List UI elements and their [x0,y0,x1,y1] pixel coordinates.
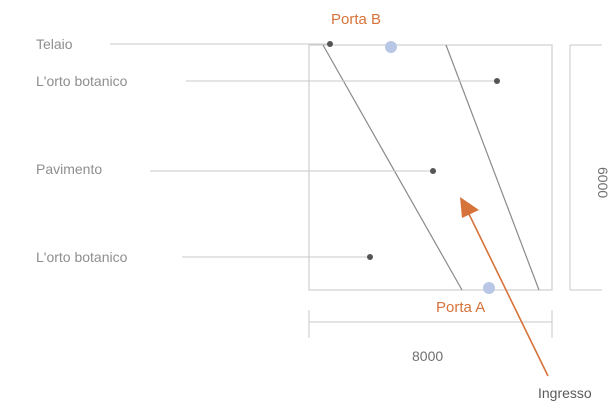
slant-line-left [322,44,463,291]
callout-label-orto-bottom: L'orto botanico [36,249,128,265]
callout-label-pavimento: Pavimento [36,161,103,177]
callout-label-orto-top: L'orto botanico [36,73,128,89]
entrance-label: Ingresso [538,385,592,401]
entrance-arrow-head [460,197,479,218]
point-orto-bottom [367,254,373,260]
entrance-arrow-line [466,209,549,377]
door-a-marker [483,282,495,294]
width-dimension-label: 8000 [412,348,444,364]
room-outline [308,44,553,291]
slant-line-right [445,44,540,291]
door-a-label: Porta A [436,299,486,316]
point-orto-top [494,78,500,84]
door-b-label: Porta B [331,11,382,28]
door-b-marker [385,41,397,53]
point-pavimento [430,168,436,174]
callout-label-telaio: Telaio [36,36,73,52]
height-dimension-label: 6000 [595,167,610,199]
point-telaio [327,41,333,47]
